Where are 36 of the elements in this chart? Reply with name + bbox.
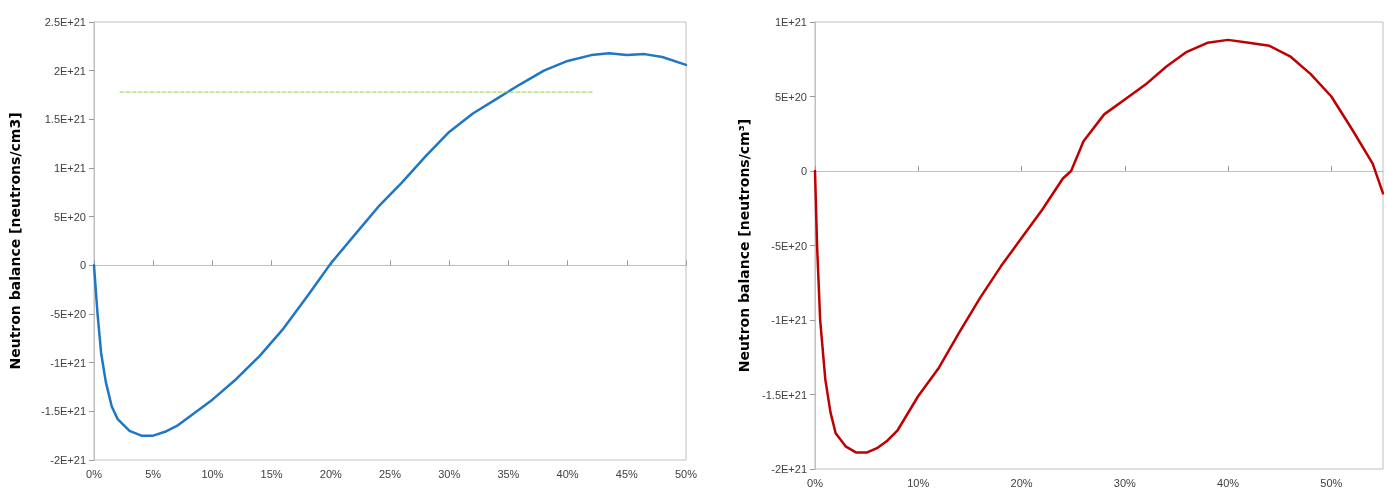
y-tick-label: 2.5E+21 — [44, 16, 86, 28]
y-tick-label: 0 — [79, 259, 86, 272]
y-tick-label: -2E+21 — [771, 463, 807, 475]
x-tick-label: 30% — [1113, 476, 1137, 488]
x-tick-label: 45% — [615, 467, 639, 480]
x-tick-label: 25% — [378, 467, 402, 480]
y-tick-label: -2E+21 — [50, 454, 86, 466]
x-tick-label: 20% — [319, 467, 343, 480]
y-tick-label: 2E+21 — [53, 64, 86, 77]
y-tick-label: 5E+20 — [53, 210, 86, 223]
x-tick-label: 50% — [1320, 476, 1343, 488]
y-tick-label: -1.5E+21 — [762, 388, 807, 401]
x-tick-label: 40% — [1217, 476, 1240, 488]
x-tick-label: 15% — [260, 467, 283, 480]
x-tick-label: 40% — [556, 467, 579, 480]
x-tick-label: 0% — [807, 476, 824, 488]
x-tick-label: 5% — [145, 467, 162, 480]
y-tick-label: -5E+20 — [50, 308, 86, 320]
x-tick-label: 30% — [438, 467, 461, 480]
x-tick-label: 10% — [201, 467, 224, 480]
y-tick-label: 5E+20 — [774, 90, 807, 103]
x-tick-label: 10% — [907, 476, 930, 488]
x-tick-label: 35% — [497, 467, 520, 480]
y-tick-label: -1E+21 — [771, 314, 807, 326]
y-tick-label: -1.5E+21 — [41, 405, 86, 418]
y-axis-title: Neutron balance [neutrons/cm³] — [736, 118, 753, 373]
y-tick-label: -1E+21 — [50, 356, 86, 369]
y-tick-label: 1E+21 — [774, 16, 807, 28]
x-tick-label: 20% — [1010, 476, 1033, 488]
y-tick-label: -5E+20 — [771, 239, 807, 252]
x-tick-label: 50% — [674, 467, 698, 480]
x-tick-label: 0% — [86, 467, 103, 480]
y-tick-label: 0 — [800, 165, 807, 177]
y-axis-title: Neutron balance [neutrons/cm3] — [7, 112, 23, 370]
y-tick-label: 1.5E+21 — [44, 113, 86, 126]
y-tick-label: 1E+21 — [53, 162, 86, 174]
